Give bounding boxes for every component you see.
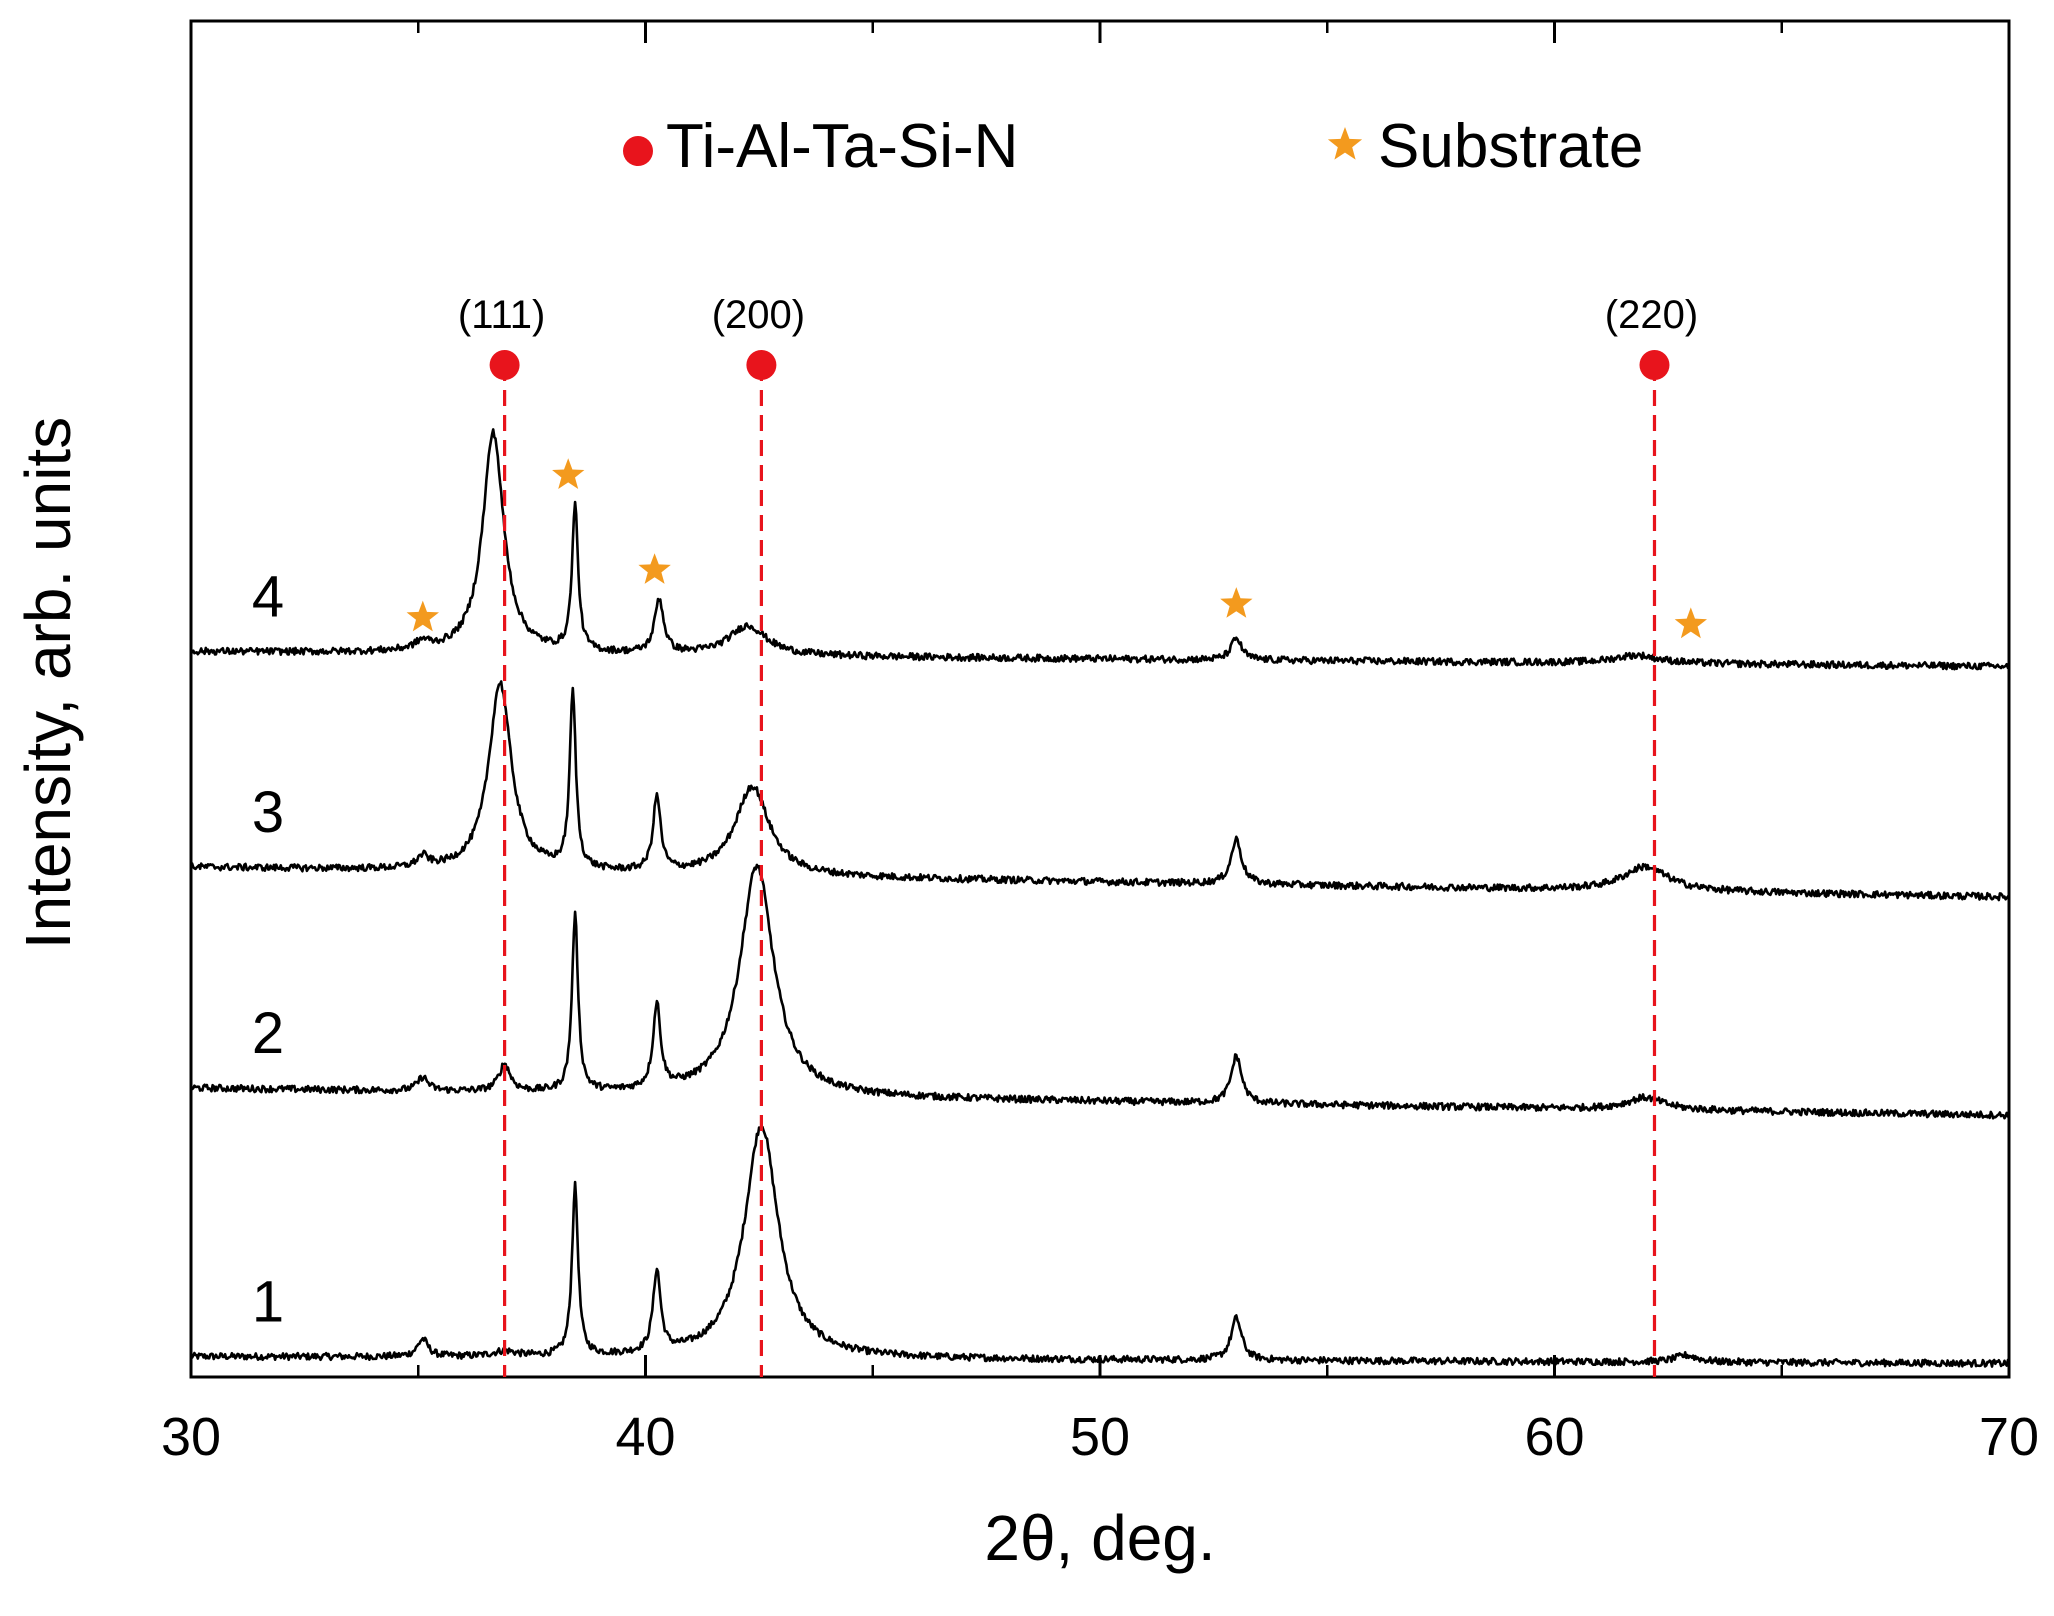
substrate-star-4 <box>1220 587 1253 618</box>
x-tick-label-50: 50 <box>1070 1407 1130 1467</box>
substrate-star-5 <box>1674 607 1707 639</box>
substrate-star-2 <box>552 458 585 489</box>
legend-circle-icon <box>623 136 653 166</box>
curve-1 <box>189 1125 2011 1368</box>
x-axis-title: 2θ, deg. <box>984 1502 1215 1574</box>
curve-label-2: 2 <box>252 1001 284 1066</box>
substrate-star-1 <box>406 600 439 632</box>
curve-2 <box>190 863 2011 1120</box>
legend: Ti-Al-Ta-Si-N Substrate <box>623 112 1643 181</box>
legend-label-ti-al-ta-si-n: Ti-Al-Ta-Si-N <box>666 112 1018 181</box>
legend-label-substrate: Substrate <box>1378 112 1643 181</box>
y-axis-title: Intensity, arb. units <box>12 417 84 949</box>
phase-lines-layer: (111) (200) (220) <box>458 293 1698 1377</box>
curve-3 <box>189 680 2011 902</box>
x-tick-label-70: 70 <box>1979 1407 2039 1467</box>
substrate-markers-layer <box>406 458 1707 639</box>
x-axis-ticks: 30 40 50 60 70 <box>161 21 2039 1467</box>
curve-4 <box>190 428 2011 671</box>
plane-label-111: (111) <box>458 293 545 337</box>
legend-star-icon <box>1327 127 1363 160</box>
plane-label-220: (220) <box>1605 293 1698 337</box>
curve-label-1: 1 <box>252 1270 284 1335</box>
substrate-star-3 <box>638 553 671 584</box>
plane-label-200: (200) <box>712 293 805 337</box>
x-tick-label-60: 60 <box>1524 1407 1584 1467</box>
curve-label-4: 4 <box>252 565 284 630</box>
phase-marker-220 <box>1639 350 1670 380</box>
plot-frame <box>189 19 2011 1379</box>
phase-marker-200 <box>746 350 777 380</box>
phase-marker-111 <box>489 350 520 380</box>
x-tick-label-30: 30 <box>161 1407 221 1467</box>
x-tick-label-40: 40 <box>615 1407 675 1467</box>
curve-label-3: 3 <box>252 780 284 845</box>
curves-layer: 1 2 3 4 <box>189 428 2011 1368</box>
